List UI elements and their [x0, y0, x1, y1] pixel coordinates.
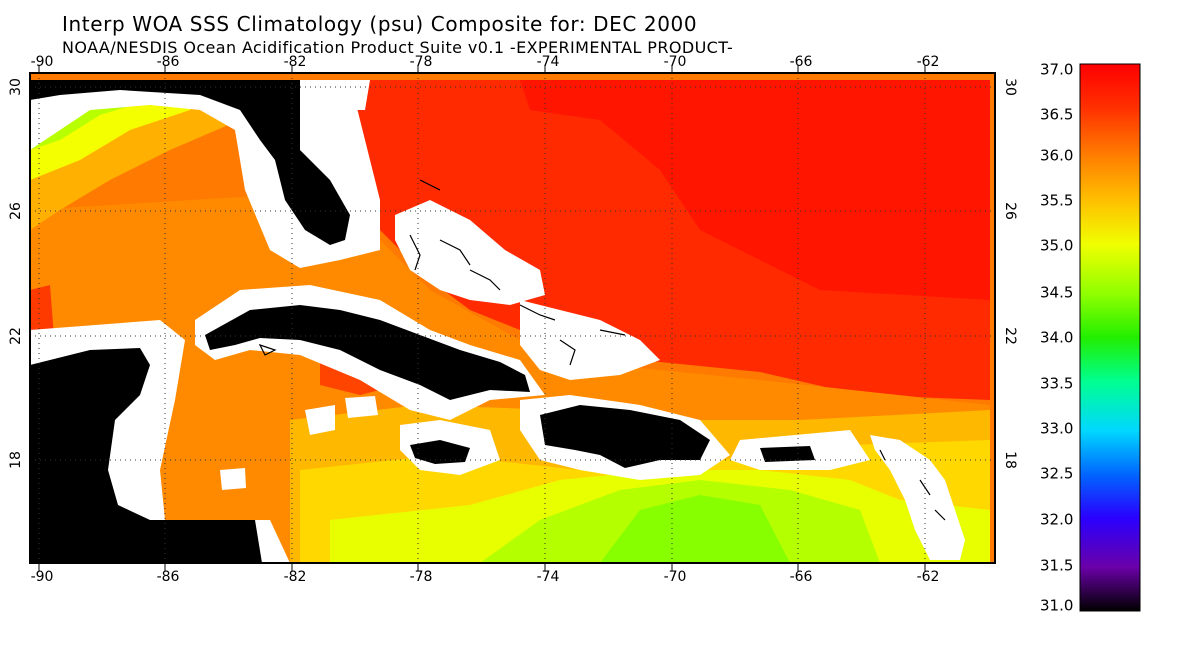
lon-tick-top: -70 [663, 54, 687, 70]
grid-lines [30, 73, 995, 563]
map-frame [29, 72, 996, 564]
colorbar-label: 36.5 [1040, 105, 1074, 124]
colorbar-label: 32.0 [1040, 510, 1074, 529]
colorbar-label: 33.5 [1040, 374, 1074, 393]
lat-tick-right: 18 [1001, 451, 1018, 469]
lon-tick-bottom: -78 [409, 569, 433, 585]
salinity-field [30, 73, 995, 563]
lon-tick-bottom: -66 [789, 569, 813, 585]
colorbar-label: 31.5 [1040, 556, 1074, 575]
colorbar-label: 34.0 [1040, 328, 1074, 347]
colorbar-label: 35.5 [1040, 191, 1074, 210]
land-masses [30, 80, 815, 563]
hispaniola [540, 405, 710, 468]
lat-tick-right: 30 [1001, 78, 1018, 96]
colorbar-label: 34.5 [1040, 283, 1074, 302]
colorbar-label: 37.0 [1040, 60, 1074, 79]
salinity-band-34-8 [600, 495, 790, 563]
map-title: Interp WOA SSS Climatology (psu) Composi… [62, 12, 698, 36]
lon-tick-top: -74 [536, 54, 560, 70]
lat-tick-right: 26 [1001, 202, 1018, 220]
colorbar-label: 32.5 [1040, 464, 1074, 483]
lat-tick-left: 30 [7, 78, 24, 96]
florida-gulf-coast [30, 80, 350, 245]
lat-tick-left: 18 [7, 451, 24, 469]
cuba [205, 305, 530, 400]
lon-tick-top: -66 [789, 54, 813, 70]
colorbar-label: 36.0 [1040, 146, 1074, 165]
lon-tick-bottom: -90 [30, 569, 54, 585]
island-outlines [119, 179, 946, 521]
axis-ticks [38, 65, 926, 571]
lon-tick-top: -62 [916, 54, 940, 70]
lon-tick-bottom: -82 [283, 569, 307, 585]
lon-tick-top: -86 [156, 54, 180, 70]
lat-tick-left: 22 [7, 327, 24, 345]
colorbar [1079, 63, 1141, 612]
map-subtitle: NOAA/NESDIS Ocean Acidification Product … [62, 38, 734, 57]
lon-tick-top: -82 [283, 54, 307, 70]
colorbar-label: 33.0 [1040, 419, 1074, 438]
yucatan-central-america [30, 348, 262, 563]
lon-tick-bottom: -74 [536, 569, 560, 585]
puerto-rico [760, 446, 815, 462]
lat-tick-right: 22 [1001, 327, 1018, 345]
lon-tick-top: -78 [409, 54, 433, 70]
lon-tick-bottom: -62 [916, 569, 940, 585]
lon-tick-top: -90 [30, 54, 54, 70]
lon-tick-bottom: -70 [663, 569, 687, 585]
jamaica [410, 440, 470, 464]
lon-tick-bottom: -86 [156, 569, 180, 585]
salinity-band-37 [520, 80, 990, 300]
colorbar-label: 35.0 [1040, 236, 1074, 255]
colorbar-label: 31.0 [1040, 596, 1074, 615]
lat-tick-left: 26 [7, 202, 24, 220]
